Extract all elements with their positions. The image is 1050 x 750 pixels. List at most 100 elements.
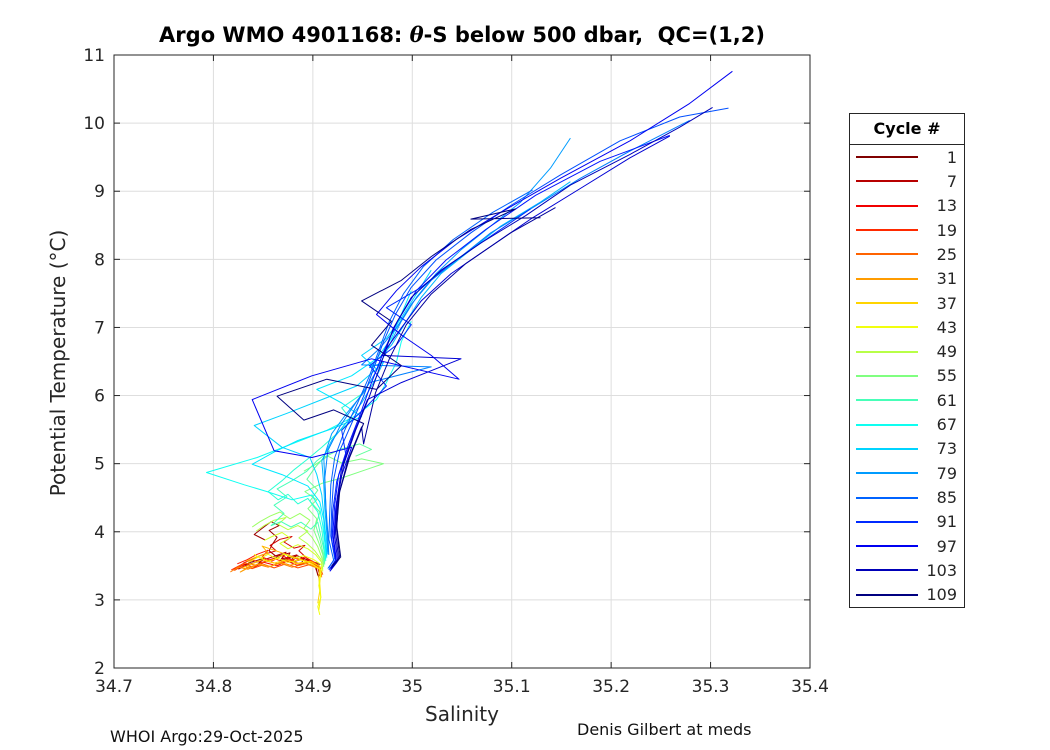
legend-label: 103 <box>926 560 957 580</box>
y-tick-label: 6 <box>94 387 105 407</box>
legend-label: 85 <box>936 488 957 508</box>
x-tick-label: 35.3 <box>692 677 730 697</box>
legend-row: 31 <box>850 267 964 291</box>
profile-line-cycle-40 <box>247 556 322 611</box>
x-tick-label: 34.7 <box>95 677 133 697</box>
footer-source-text: WHOI Argo:29-Oct-2025 <box>110 727 304 746</box>
legend-line-sample <box>856 302 918 305</box>
legend-line-sample <box>856 374 918 377</box>
legend-line-sample <box>856 593 918 596</box>
legend-row: 73 <box>850 437 964 461</box>
legend-row: 91 <box>850 510 964 534</box>
legend-line-sample <box>856 350 918 353</box>
x-tick-label: 35.2 <box>592 677 630 697</box>
legend-label: 43 <box>936 317 957 337</box>
legend-label: 67 <box>936 415 957 435</box>
y-tick-label: 10 <box>83 114 105 134</box>
theta-symbol: θ <box>409 22 424 47</box>
profile-line-cycle-16 <box>237 549 321 573</box>
legend-line-sample <box>856 253 918 256</box>
profile-line-cycle-79 <box>323 137 571 553</box>
profile-line-cycle-67 <box>206 321 412 560</box>
grid-lines <box>114 55 810 668</box>
legend-line-sample <box>856 520 918 523</box>
legend-row: 25 <box>850 242 964 266</box>
legend-row: 7 <box>850 169 964 193</box>
legend-row: 43 <box>850 315 964 339</box>
legend-line-sample <box>856 180 918 183</box>
legend-label: 55 <box>936 366 957 386</box>
legend-label: 7 <box>946 171 957 191</box>
legend-row: 49 <box>850 340 964 364</box>
tick-labels: 34.7 34.8 34.9 35 35.1 35.2 35.3 35.4 2 3 4 5 6 7 8 9 10… <box>83 46 829 697</box>
legend-line-sample <box>856 156 918 159</box>
y-tick-label: 4 <box>94 523 105 543</box>
legend-line-sample <box>856 545 918 548</box>
legend-row: 1 <box>850 145 964 169</box>
legend-label: 73 <box>936 439 957 459</box>
profile-line-cycle-73 <box>253 269 432 556</box>
axes-box <box>113 54 811 669</box>
y-tick-label: 11 <box>83 46 105 66</box>
legend-label: 25 <box>936 244 957 264</box>
chart-title: Argo WMO 4901168: θ-S below 500 dbar, QC… <box>114 22 810 47</box>
profile-line-cycle-52 <box>251 511 325 568</box>
legend-label: 1 <box>946 147 957 167</box>
profile-line-cycle-31 <box>239 561 323 578</box>
y-tick-label: 9 <box>94 182 105 202</box>
profile-line-cycle-43 <box>253 553 323 616</box>
legend-label: 109 <box>926 585 957 605</box>
legend-label: 31 <box>936 269 957 289</box>
legend-row: 37 <box>850 291 964 315</box>
profile-line-cycle-46 <box>263 532 324 572</box>
y-tick-label: 2 <box>94 659 105 679</box>
x-tick-label: 34.8 <box>194 677 232 697</box>
x-tick-label: 34.9 <box>294 677 332 697</box>
legend-line-sample <box>856 229 918 232</box>
y-axis-label: Potential Temperature (°C) <box>46 229 70 497</box>
footer-credit-text: Denis Gilbert at meds <box>577 720 752 739</box>
profile-line-cycle-85 <box>327 189 533 569</box>
legend-line-sample <box>856 326 918 329</box>
legend-label: 91 <box>936 512 957 532</box>
legend-row: 13 <box>850 194 964 218</box>
legend-label: 97 <box>936 536 957 556</box>
profile-line-cycle-58 <box>306 443 372 565</box>
profile-line-cycle-61 <box>270 450 331 563</box>
x-tick-label: 35 <box>401 677 423 697</box>
y-tick-label: 3 <box>94 591 105 611</box>
y-tick-label: 8 <box>94 250 105 270</box>
profile-lines <box>206 70 733 616</box>
legend-label: 13 <box>936 196 957 216</box>
y-tick-label: 7 <box>94 318 105 338</box>
legend-line-sample <box>856 277 918 280</box>
legend-entries: 1 7 13 19 25 31 37 43 49 55 61 67 73 79 85 91 97 103 109 <box>850 145 964 607</box>
profile-line-cycle-91 <box>328 208 531 571</box>
legend-row: 79 <box>850 461 964 485</box>
legend-row: 85 <box>850 485 964 509</box>
x-tick-label: 35.4 <box>791 677 829 697</box>
profile-line-cycle-49 <box>255 517 324 570</box>
legend-line-sample <box>856 569 918 572</box>
legend-row: 97 <box>850 534 964 558</box>
legend-line-sample <box>856 447 918 450</box>
tick-marks <box>113 54 811 669</box>
legend-row: 61 <box>850 388 964 412</box>
legend-line-sample <box>856 399 918 402</box>
legend-line-sample <box>856 204 918 207</box>
profile-line-cycle-82 <box>324 119 690 555</box>
legend-line-sample <box>856 423 918 426</box>
x-axis-label: Salinity <box>425 702 499 726</box>
legend-box: Cycle # 1 7 13 19 25 31 37 43 49 55 61 67 73 79 85 91 97… <box>849 113 965 608</box>
legend-label: 61 <box>936 390 957 410</box>
legend-row: 67 <box>850 412 964 436</box>
profile-line-cycle-103 <box>330 106 713 569</box>
legend-row: 103 <box>850 558 964 582</box>
profile-line-cycle-94 <box>329 134 670 570</box>
profile-line-cycle-109 <box>276 208 541 567</box>
legend-line-sample <box>856 496 918 499</box>
legend-line-sample <box>856 472 918 475</box>
legend-label: 79 <box>936 463 957 483</box>
legend-label: 19 <box>936 220 957 240</box>
